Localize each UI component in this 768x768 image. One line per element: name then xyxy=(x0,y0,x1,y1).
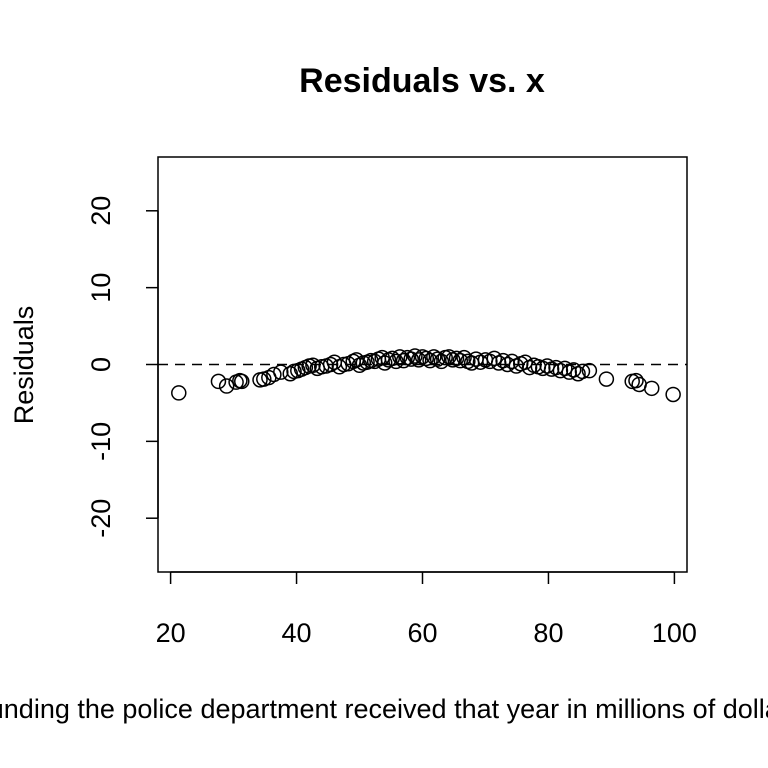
y-axis-label: Residuals xyxy=(9,306,39,425)
data-point-46 xyxy=(418,350,435,367)
data-point-79 xyxy=(557,360,573,377)
data-point-5 xyxy=(234,373,250,390)
points-layer xyxy=(171,348,681,403)
data-point-90 xyxy=(665,386,681,403)
data-point-0 xyxy=(171,385,187,401)
data-point-81 xyxy=(565,362,582,378)
data-point-1 xyxy=(210,373,227,390)
data-point-54 xyxy=(448,350,465,367)
data-point-65 xyxy=(495,352,511,369)
data-point-52 xyxy=(441,349,457,365)
data-point-50 xyxy=(433,353,450,370)
x-axis: 20 40 60 80 100 xyxy=(156,571,697,648)
y-axis: -20 -10 0 10 20 xyxy=(86,196,159,538)
data-point-37 xyxy=(384,350,401,367)
x-tick-label: 40 xyxy=(282,618,312,648)
data-point-55 xyxy=(452,352,469,369)
data-point-49 xyxy=(429,351,446,367)
data-point-83 xyxy=(574,363,591,380)
y-tick-label: -10 xyxy=(86,422,116,461)
data-point-21 xyxy=(322,356,339,373)
data-point-48 xyxy=(426,349,442,365)
data-point-35 xyxy=(376,355,393,371)
x-tick-label: 80 xyxy=(533,618,563,648)
data-point-84 xyxy=(581,362,598,379)
data-point-43 xyxy=(407,348,423,364)
data-point-89 xyxy=(643,380,660,397)
data-point-44 xyxy=(410,352,427,368)
data-point-87 xyxy=(628,372,644,389)
x-tick-label: 100 xyxy=(652,618,697,648)
data-point-85 xyxy=(598,371,615,387)
data-point-63 xyxy=(486,350,503,367)
data-point-42 xyxy=(403,351,419,367)
y-tick-label: -20 xyxy=(86,499,116,538)
chart-title: Residuals vs. x xyxy=(299,62,545,100)
data-point-2 xyxy=(218,378,235,394)
y-tick-label: 0 xyxy=(86,357,116,372)
data-point-9 xyxy=(266,366,282,383)
data-point-47 xyxy=(422,352,438,369)
x-tick-label: 60 xyxy=(407,618,437,648)
y-tick-label: 20 xyxy=(86,196,116,226)
data-point-38 xyxy=(388,353,404,370)
x-tick-label: 20 xyxy=(156,618,186,648)
y-tick-label: 10 xyxy=(86,273,116,303)
x-axis-label: x, Funding the police department receive… xyxy=(0,694,768,724)
data-point-39 xyxy=(392,349,408,365)
